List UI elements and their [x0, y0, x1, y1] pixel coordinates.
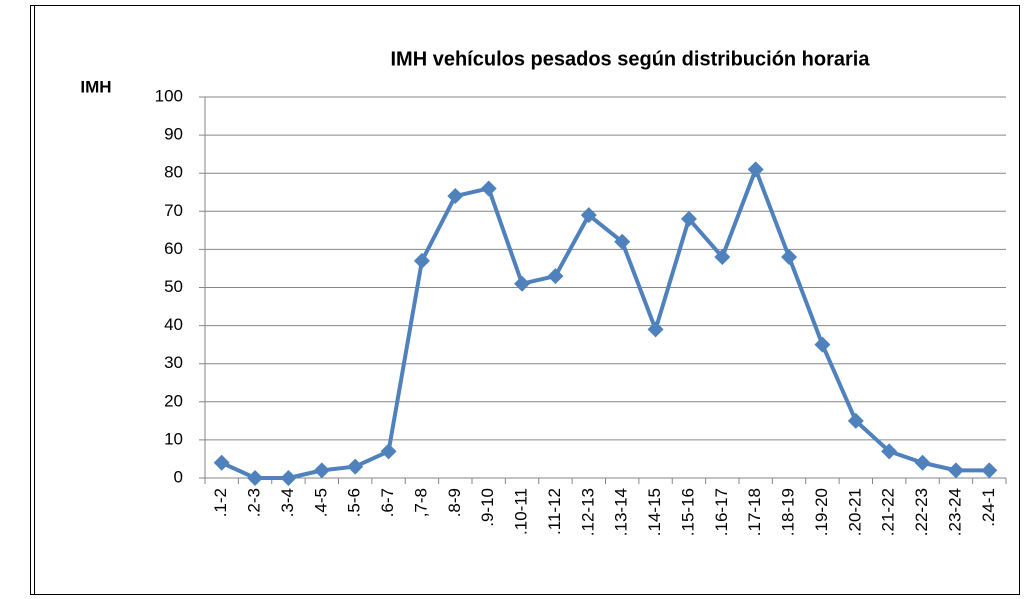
marker — [714, 249, 731, 266]
y-axis-label: IMH — [80, 77, 111, 96]
x-tick-label: .20-21 — [845, 488, 864, 536]
marker — [847, 412, 864, 429]
x-tick-label: .15-16 — [678, 488, 697, 536]
x-tick-label: .23-24 — [945, 488, 964, 536]
y-tick-label: 20 — [164, 391, 183, 410]
x-tick-label: .18-19 — [779, 488, 798, 536]
x-tick-label: .4-5 — [311, 488, 330, 517]
y-tick-label: 0 — [174, 467, 183, 486]
marker — [480, 180, 497, 197]
x-tick-label: .24-1 — [979, 488, 998, 527]
marker — [814, 336, 831, 353]
marker — [413, 252, 430, 269]
x-tick-label: .2-3 — [245, 488, 264, 517]
x-tick-label: .19-20 — [812, 488, 831, 536]
marker — [514, 275, 531, 292]
marker — [614, 233, 631, 250]
marker — [247, 470, 264, 486]
y-tick-label: 30 — [164, 353, 183, 372]
marker — [380, 443, 397, 460]
x-tick-label: .11-12 — [545, 488, 564, 535]
marker — [347, 458, 364, 475]
marker — [580, 207, 597, 224]
x-tick-label: .6-7 — [378, 488, 397, 517]
y-tick-label: 10 — [164, 429, 183, 448]
x-tick-label: ,7-8 — [411, 488, 430, 517]
marker — [981, 462, 998, 479]
marker — [313, 462, 330, 479]
y-tick-label: 80 — [164, 163, 183, 182]
x-tick-label: .3-4 — [278, 488, 297, 517]
y-tick-label: 60 — [164, 239, 183, 258]
x-tick-label: .14-15 — [645, 488, 664, 536]
y-tick-label: 40 — [164, 315, 183, 334]
y-tick-label: 90 — [164, 125, 183, 144]
x-tick-label: .17-18 — [745, 488, 764, 536]
line-series — [220, 167, 990, 480]
x-tick-label: .12-13 — [578, 488, 597, 536]
x-tick-label: .8-9 — [445, 488, 464, 517]
marker — [213, 454, 230, 471]
marker — [781, 249, 798, 266]
x-tick-label: .10-11 — [512, 488, 531, 535]
marker — [447, 188, 464, 205]
marker — [680, 210, 697, 227]
marker — [547, 268, 564, 285]
x-tick-label: .13-14 — [612, 488, 631, 536]
marker — [280, 470, 297, 486]
marker — [747, 161, 764, 178]
x-tick-label: .1-2 — [211, 488, 230, 517]
y-tick-label: 50 — [164, 277, 183, 296]
x-tick-label: .21-22 — [879, 488, 898, 536]
marker — [647, 321, 664, 338]
chart-border — [30, 5, 1020, 595]
marker — [881, 443, 898, 460]
y-tick-label: 70 — [164, 201, 183, 220]
x-tick-label: .9-10 — [478, 488, 497, 527]
chart-title: IMH vehículos pesados según distribución… — [391, 48, 871, 70]
marker — [947, 462, 964, 479]
x-tick-label: .5-6 — [345, 488, 364, 517]
x-tick-label: .16-17 — [712, 488, 731, 536]
marker — [914, 454, 931, 471]
y-tick-label: 100 — [155, 86, 183, 105]
x-tick-label: .22-23 — [912, 488, 931, 536]
